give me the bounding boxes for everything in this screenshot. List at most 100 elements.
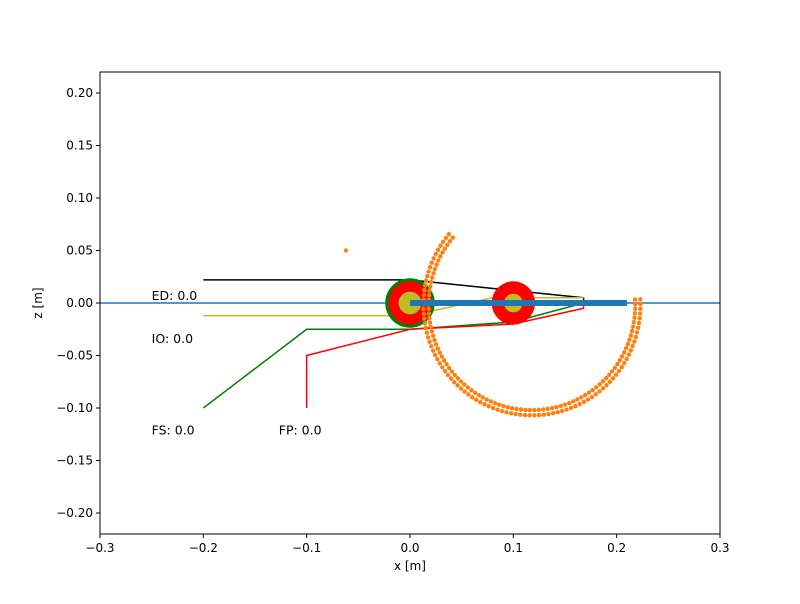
arc-dot: [622, 350, 627, 355]
arc-dot: [425, 273, 430, 279]
arc-dot: [613, 372, 619, 377]
arc-dot: [575, 397, 580, 402]
arc-dot: [442, 246, 448, 251]
arc-dot: [458, 386, 464, 391]
x-tick-label: 0.0: [400, 541, 419, 555]
arc-dot: [488, 399, 494, 404]
y-tick-label: 0.15: [66, 139, 93, 153]
y-axis-label: z [m]: [31, 287, 45, 318]
arc-dot: [495, 407, 500, 412]
arc-dot: [455, 383, 460, 388]
arc-dot: [513, 411, 518, 417]
series-line-2: [203, 297, 584, 317]
arc-dot: [633, 306, 638, 311]
arc-dot: [633, 334, 638, 340]
arc-dot: [424, 330, 430, 335]
arc-dot: [541, 407, 546, 412]
arc-dot: [476, 393, 482, 398]
arc-dot: [549, 405, 555, 411]
y-tick-label: −0.20: [56, 506, 93, 520]
arc-dot: [573, 403, 578, 409]
arc-dot: [632, 297, 638, 302]
arc-dot: [590, 387, 595, 393]
arc-dot: [438, 254, 443, 259]
arc-dot: [577, 401, 582, 407]
arc-dot: [509, 405, 515, 411]
x-tick-label: 0.1: [504, 541, 523, 555]
arc-dot: [607, 372, 612, 378]
arc-dot: [619, 364, 624, 370]
arc-dot: [436, 258, 441, 263]
arc-dot: [583, 392, 588, 398]
arc-dot: [600, 386, 606, 391]
arc-dot: [482, 402, 487, 407]
arc-dot: [433, 342, 439, 347]
arc-dot: [637, 316, 642, 321]
arc-dot: [567, 400, 572, 406]
arc-dot: [455, 376, 461, 381]
arc-dot: [501, 403, 506, 409]
x-tick-label: −0.1: [292, 541, 321, 555]
arc-dot: [527, 413, 532, 418]
arc-dot: [632, 315, 637, 320]
arc-dot: [448, 376, 454, 381]
annotation-io: IO: 0.0: [152, 331, 193, 346]
arc-dot: [633, 301, 638, 307]
arc-dot: [626, 352, 632, 357]
arc-dot: [550, 411, 556, 416]
arc-dot: [452, 372, 458, 378]
arc-dot: [423, 278, 429, 283]
arc-dot: [444, 362, 449, 367]
arc-dot: [545, 406, 550, 412]
arc-dot: [478, 399, 483, 405]
arc-dot: [632, 339, 637, 344]
arc-dot: [635, 325, 641, 330]
x-tick-label: 0.3: [710, 541, 729, 555]
arc-dot: [422, 316, 427, 321]
arc-dot: [462, 389, 467, 394]
arc-dot: [623, 346, 629, 351]
arc-dot: [486, 404, 491, 409]
arc-dot: [446, 232, 452, 237]
arc-dot: [622, 360, 627, 366]
arc-dot: [630, 343, 635, 349]
y-tick-label: −0.15: [56, 454, 93, 468]
arc-dot: [532, 407, 537, 413]
arc-dot: [458, 379, 464, 384]
arc-dot: [627, 337, 632, 343]
arc-dot: [430, 348, 436, 353]
arc-dot: [425, 335, 431, 340]
y-tick-label: −0.05: [56, 349, 93, 363]
arc-dot: [440, 239, 446, 244]
arc-dot: [421, 292, 427, 298]
arc-dot: [437, 350, 442, 355]
arc-dot: [636, 320, 642, 326]
arc-dot: [422, 283, 428, 288]
scatter-point: [343, 248, 349, 253]
arc-dot: [508, 411, 514, 416]
arc-dot: [541, 412, 546, 417]
arc-dot: [504, 410, 509, 415]
arc-dot: [431, 270, 436, 276]
arc-dot: [484, 397, 489, 402]
arc-dot: [585, 397, 591, 402]
arc-dot: [422, 287, 427, 293]
arc-dot: [562, 402, 568, 407]
y-tick-label: −0.10: [56, 401, 93, 415]
arc-dot: [470, 394, 475, 400]
y-tick-label: 0.00: [66, 296, 93, 310]
arc-dot: [532, 413, 537, 418]
arc-dot: [422, 321, 428, 326]
arc-dot: [624, 356, 629, 362]
arc-dot: [435, 346, 441, 351]
arc-dot: [427, 339, 432, 345]
arc-dot: [581, 399, 587, 405]
arc-dot: [492, 400, 498, 406]
arc-dot: [522, 412, 528, 418]
arc-dot: [435, 247, 441, 253]
y-tick-label: 0.05: [66, 244, 93, 258]
arc-dot: [625, 341, 631, 347]
arc-dot: [630, 324, 636, 329]
annotation-fp: FP: 0.0: [279, 422, 322, 437]
arc-dot: [426, 311, 432, 316]
